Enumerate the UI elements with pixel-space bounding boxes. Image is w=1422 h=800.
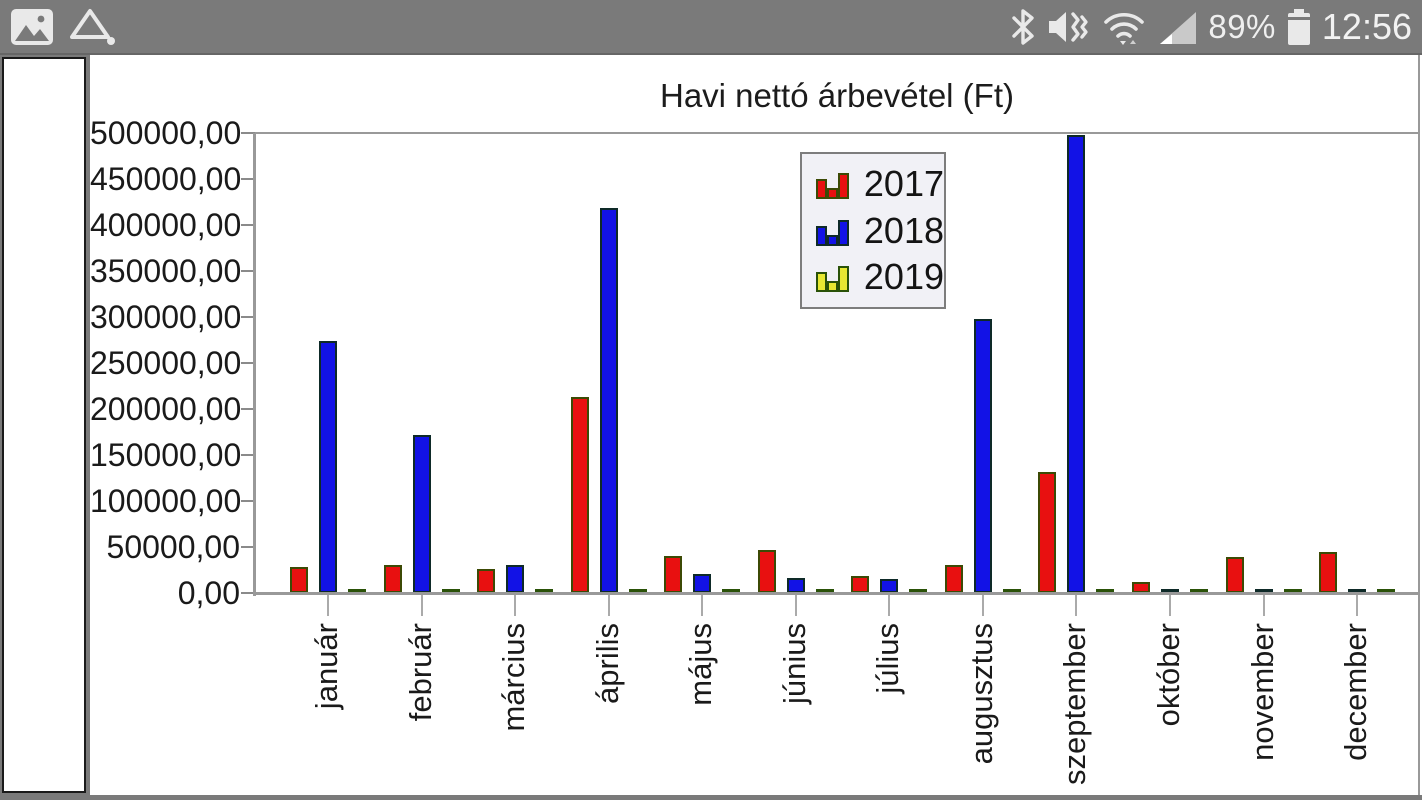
chart-title: Havi nettó árbevétel (Ft) [660, 77, 1014, 114]
bar-2018-május[interactable] [693, 574, 712, 593]
bar-2017-február[interactable] [383, 565, 402, 593]
x-axis-month-label: június [776, 623, 812, 704]
bar-2017-augusztus[interactable] [944, 565, 963, 593]
x-axis-month-label: július [870, 623, 906, 694]
clock: 12:56 [1321, 5, 1412, 47]
a-triangle-app-icon[interactable] [68, 7, 118, 47]
x-axis-tick [1168, 595, 1171, 616]
x-axis-month-label: március [496, 623, 532, 732]
legend-label: 2019 [863, 256, 944, 298]
y-axis-label: 100000,00 [90, 483, 242, 519]
x-axis-tick [1075, 595, 1078, 616]
x-axis-month-label: augusztus [963, 623, 999, 765]
x-axis-tick [514, 595, 517, 616]
y-axis-label: 200000,00 [90, 391, 242, 427]
x-axis-tick [420, 595, 423, 616]
x-axis-month-label: december [1338, 623, 1374, 761]
bar-2017-január[interactable] [290, 567, 308, 593]
y-axis-tick [241, 132, 255, 134]
x-axis-month-label: január [309, 623, 344, 710]
bar-2018-április[interactable] [599, 208, 618, 593]
x-axis-tick [981, 595, 984, 616]
y-axis-tick [241, 316, 255, 318]
y-axis-label: 300000,00 [90, 299, 242, 335]
y-axis-label: 250000,00 [90, 345, 242, 381]
bar-2018-szeptember[interactable] [1067, 135, 1086, 593]
x-axis-tick [327, 595, 329, 616]
y-axis-label: 400000,00 [90, 207, 242, 243]
legend-row-2018: 2018 [816, 210, 944, 252]
y-axis-label: 500000,00 [90, 115, 242, 151]
y-axis-tick [241, 178, 255, 180]
y-axis-label: 0,00 [177, 575, 240, 611]
y-axis-tick [241, 224, 255, 226]
bar-2018-február[interactable] [412, 435, 431, 593]
legend-row-2019: 2019 [816, 256, 944, 298]
bar-2018-március[interactable] [506, 565, 525, 593]
bar-2017-szeptember[interactable] [1038, 472, 1057, 593]
y-axis-tick [241, 500, 255, 502]
y-axis-tick [241, 454, 255, 456]
bar-2017-november[interactable] [1225, 557, 1244, 593]
y-axis-label: 50000,00 [106, 529, 240, 565]
bar-2017-június[interactable] [757, 550, 776, 593]
x-axis-month-label: április [589, 623, 625, 704]
y-axis-tick [241, 546, 255, 548]
bar-2018-augusztus[interactable] [973, 319, 992, 593]
x-axis-tick [701, 595, 704, 616]
y-axis-label: 150000,00 [90, 437, 242, 473]
x-axis-tick [1262, 595, 1265, 616]
x-axis-month-label: május [683, 623, 719, 706]
mute-vibrate-icon [1049, 11, 1089, 42]
y-axis-tick [241, 270, 255, 272]
bar-2018-január[interactable] [319, 341, 337, 593]
x-axis-line [253, 592, 1419, 595]
chart-legend: 2017 2018 2019 [800, 152, 946, 309]
x-axis-tick [888, 595, 891, 616]
y-axis-tick [241, 362, 255, 364]
cell-signal-icon [1160, 11, 1197, 44]
legend-swatch-2019-icon [816, 262, 850, 293]
gallery-icon[interactable] [10, 8, 54, 46]
bar-2017-április[interactable] [570, 397, 589, 593]
x-axis-month-label: február [402, 623, 438, 722]
x-axis-tick [794, 595, 797, 616]
y-axis-tick [241, 592, 255, 594]
legend-swatch-2018-icon [816, 216, 850, 246]
x-axis-tick [1356, 595, 1359, 616]
chart-canvas[interactable]: Havi nettó árbevétel (Ft) 0,00 50000,00 10… [90, 55, 1422, 795]
plot-top-border [255, 132, 1419, 134]
y-axis-label: 350000,00 [90, 253, 242, 289]
wifi-icon [1104, 12, 1145, 45]
x-axis-month-label: október [1150, 623, 1186, 727]
legend-row-2017: 2017 [816, 163, 944, 205]
legend-swatch-2017-icon [816, 169, 850, 199]
bar-2017-március[interactable] [477, 569, 496, 593]
legend-label: 2018 [863, 209, 944, 251]
y-axis-label: 450000,00 [90, 161, 242, 197]
y-axis-tick [241, 408, 255, 410]
bar-2018-június[interactable] [786, 578, 805, 593]
x-axis-tick [607, 595, 610, 616]
y-axis-line [253, 133, 256, 596]
x-axis-month-label: november [1244, 623, 1280, 761]
bluetooth-icon [1012, 8, 1035, 45]
battery-percent: 89% [1208, 7, 1276, 45]
x-axis-month-label: szeptember [1057, 623, 1093, 785]
bar-2017-május[interactable] [664, 556, 683, 593]
left-side-panel[interactable] [2, 57, 86, 793]
plot-right-border [1418, 55, 1420, 795]
legend-label: 2017 [863, 162, 944, 204]
status-bar: 89% 12:56 [0, 0, 1422, 55]
bar-2017-december[interactable] [1319, 552, 1338, 593]
bar-2018-július[interactable] [880, 579, 899, 593]
bar-2017-július[interactable] [851, 576, 870, 593]
battery-icon [1287, 8, 1310, 45]
